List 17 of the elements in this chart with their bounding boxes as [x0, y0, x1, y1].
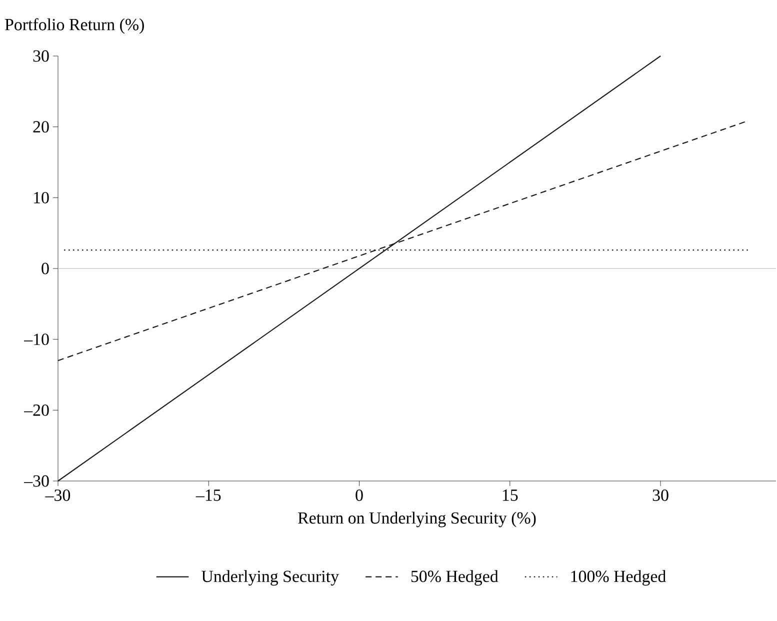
y-tick-label: 10 — [34, 192, 49, 204]
x-axis-title: Return on Underlying Security (%) — [298, 512, 536, 528]
x-tick-label: 30 — [652, 490, 668, 501]
y-tick-label: 30 — [33, 50, 49, 62]
x-tick-label: –15 — [196, 490, 221, 501]
y-tick-label: –30 — [24, 475, 49, 487]
x-tick-label: –30 — [45, 490, 70, 501]
y-tick-label: –20 — [24, 404, 49, 416]
x-tick-label: 15 — [502, 490, 518, 501]
y-tick-label: 20 — [33, 121, 49, 133]
y-tick-label: 0 — [42, 262, 49, 274]
y-axis-title: Portfolio Return (%) — [5, 18, 144, 34]
legend-label: 50% Hedged — [411, 570, 498, 586]
x-tick-label: 0 — [356, 490, 363, 501]
legend-label: 100% Hedged — [571, 570, 666, 586]
legend-label: Underlying Security — [202, 570, 339, 586]
y-tick-label: –10 — [24, 334, 49, 346]
